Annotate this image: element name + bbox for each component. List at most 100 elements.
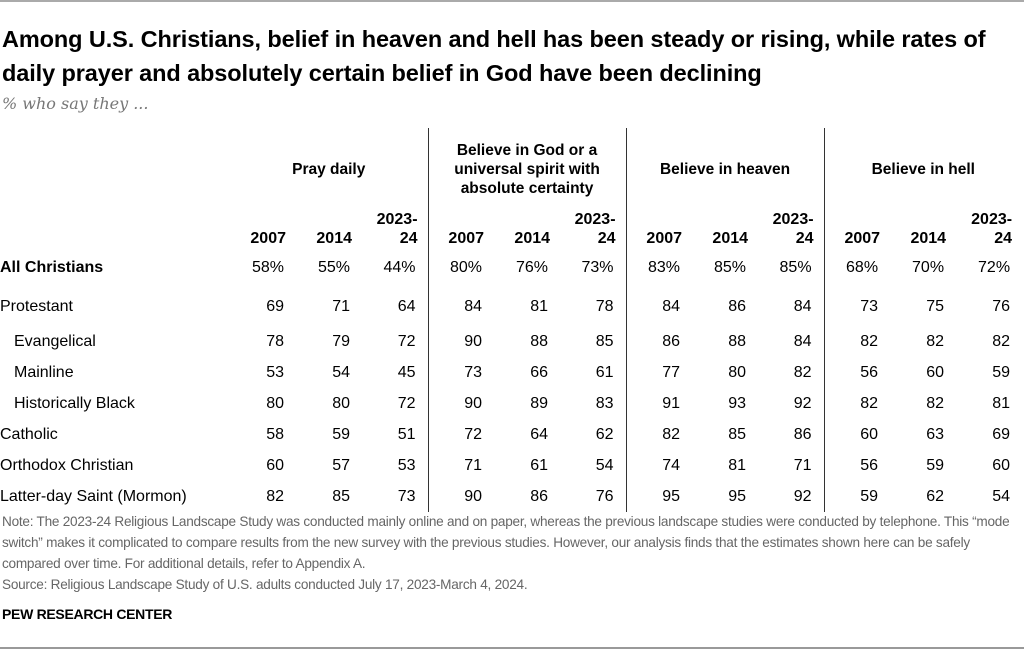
value-cell: 81 <box>992 394 1011 412</box>
table-row: Orthodox Christian 60 57 53 71 61 54 74 81 71 56 59… <box>0 450 1022 481</box>
value-cell: 56 <box>823 357 891 388</box>
row-label: Mainline <box>14 363 74 381</box>
value-cell: 78 <box>266 332 284 350</box>
value-cell: 86 <box>625 326 693 357</box>
value-cell: 86 <box>793 425 812 443</box>
value-cell: 81 <box>530 298 549 315</box>
header-spacer <box>0 210 230 248</box>
value-cell: 69 <box>266 298 284 315</box>
year-header: 2023- 24 <box>376 211 418 247</box>
value-cell: 88 <box>530 332 549 350</box>
value-cell: 82 <box>823 388 891 419</box>
year-header: 2007 <box>625 210 693 248</box>
top-rule <box>0 0 1024 2</box>
value-cell: 81 <box>728 456 747 474</box>
value-cell: 90 <box>427 481 495 512</box>
value-cell: 85% <box>713 259 747 276</box>
row-label: Historically Black <box>14 394 135 412</box>
value-cell: 60 <box>266 456 284 474</box>
year-header: 2014 <box>712 230 749 247</box>
value-cell: 86 <box>530 487 549 505</box>
value-cell: 84 <box>793 332 812 350</box>
value-cell: 62 <box>595 425 614 443</box>
value-cell: 56 <box>823 450 891 481</box>
value-cell: 60 <box>823 419 891 450</box>
value-cell: 86 <box>728 298 747 315</box>
value-cell: 78 <box>595 298 614 315</box>
table-row: Evangelical 78 79 72 90 88 85 86 88 84 82 82 82 <box>0 326 1022 357</box>
row-label: Protestant <box>0 298 73 315</box>
value-cell: 93 <box>728 394 747 412</box>
value-cell: 73 <box>823 288 891 326</box>
value-cell: 53 <box>266 363 284 381</box>
value-cell: 83 <box>595 394 614 412</box>
year-header: 2023- 24 <box>574 211 616 247</box>
table-row: Historically Black 80 80 72 90 89 83 91 93 92 82 82… <box>0 388 1022 419</box>
value-cell: 72 <box>397 394 416 412</box>
value-cell: 59 <box>823 481 891 512</box>
value-cell: 59 <box>926 456 945 474</box>
value-cell: 62 <box>926 487 945 505</box>
year-header: 2014 <box>316 230 352 247</box>
value-cell: 85 <box>332 487 350 505</box>
value-cell: 59 <box>992 363 1011 381</box>
value-cell: 85 <box>728 425 747 443</box>
value-cell: 82 <box>793 363 812 381</box>
value-cell: 60 <box>992 456 1011 474</box>
value-cell: 82 <box>992 332 1011 350</box>
value-cell: 92 <box>793 394 812 412</box>
value-cell: 80% <box>427 248 495 288</box>
value-cell: 63 <box>926 425 945 443</box>
value-cell: 84 <box>427 288 495 326</box>
brand-logo-text: PEW RESEARCH CENTER <box>2 606 173 622</box>
value-cell: 80 <box>266 394 284 412</box>
value-cell: 61 <box>595 363 614 381</box>
value-cell: 90 <box>427 388 495 419</box>
year-header: 2007 <box>427 210 495 248</box>
value-cell: 85% <box>779 259 812 276</box>
row-label: Latter-day Saint (Mormon) <box>0 487 187 505</box>
value-cell: 88 <box>728 332 747 350</box>
bottom-rule <box>0 647 1024 649</box>
row-label: Orthodox Christian <box>0 456 134 474</box>
value-cell: 85 <box>595 332 614 350</box>
chart-subtitle: % who say they ... <box>2 94 149 113</box>
value-cell: 82 <box>823 326 891 357</box>
value-cell: 54 <box>332 363 350 381</box>
value-cell: 71 <box>793 456 812 474</box>
value-cell: 73 <box>397 487 416 505</box>
value-cell: 83% <box>625 248 693 288</box>
value-cell: 73% <box>581 259 614 276</box>
year-header: 2007 <box>823 210 891 248</box>
value-cell: 58% <box>251 259 284 276</box>
value-cell: 68% <box>823 248 891 288</box>
value-cell: 95 <box>728 487 747 505</box>
note-text: Note: The 2023-24 Religious Landscape St… <box>2 511 1022 595</box>
group-header: Believe in heaven <box>625 128 825 210</box>
table-row: Latter-day Saint (Mormon) 82 85 73 90 86 76 95 9… <box>0 481 1022 512</box>
value-cell: 60 <box>926 363 945 381</box>
value-cell: 80 <box>332 394 350 412</box>
value-cell: 54 <box>992 487 1011 505</box>
value-cell: 82 <box>926 332 945 350</box>
value-cell: 90 <box>427 326 495 357</box>
value-cell: 91 <box>625 388 693 419</box>
value-cell: 84 <box>793 298 812 315</box>
value-cell: 70% <box>912 259 945 276</box>
group-header: Believe in God or a universal spirit wit… <box>427 128 627 210</box>
data-table: Pray daily Believe in God or a universal … <box>0 128 1023 512</box>
group-header: Pray daily <box>292 160 366 178</box>
value-cell: 72 <box>397 332 416 350</box>
year-header: 2007 <box>250 230 286 247</box>
value-cell: 58 <box>266 425 284 443</box>
row-label: All Christians <box>0 259 104 276</box>
value-cell: 69 <box>992 425 1011 443</box>
value-cell: 44% <box>383 259 416 276</box>
header-spacer <box>0 128 230 210</box>
note: Note: The 2023-24 Religious Landscape St… <box>2 514 1010 571</box>
value-cell: 57 <box>332 456 350 474</box>
value-cell: 59 <box>332 425 350 443</box>
value-cell: 95 <box>625 481 693 512</box>
value-cell: 66 <box>530 363 549 381</box>
value-cell: 79 <box>332 332 350 350</box>
